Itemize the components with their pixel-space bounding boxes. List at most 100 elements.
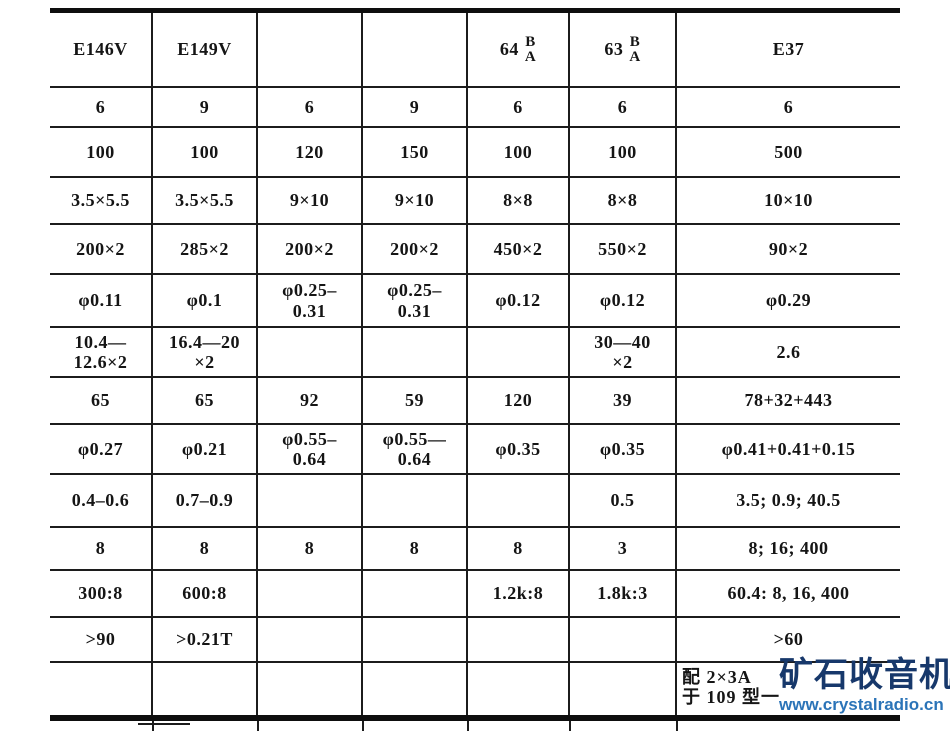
table-cell: >90 (50, 618, 153, 663)
table-cell (258, 475, 363, 528)
table-cell: 65 (153, 378, 258, 425)
table-cell: 6 (258, 88, 363, 128)
table-bottom-stub (362, 721, 364, 731)
table-cell: 8; 16; 400 (677, 528, 900, 571)
table-cell: 8 (363, 528, 468, 571)
table-cell (153, 663, 258, 715)
table-cell: φ0.1 (153, 275, 258, 328)
table-cell: 3.5×5.5 (50, 178, 153, 225)
stack-line: B (525, 34, 536, 51)
table-cell: 6 (50, 88, 153, 128)
table-cell: φ0.55– 0.64 (258, 425, 363, 475)
table-cell: 39 (570, 378, 677, 425)
table-cell: 285×2 (153, 225, 258, 275)
table-cell: E149V (153, 13, 258, 88)
table-cell: 8 (153, 528, 258, 571)
table-cell: 10.4— 12.6×2 (50, 328, 153, 378)
table-bottom-stub (257, 721, 259, 731)
table-cell: 8 (468, 528, 570, 571)
table-cell: E37 (677, 13, 900, 88)
table-cell: 78+32+443 (677, 378, 900, 425)
table-cell: 600:8 (153, 571, 258, 618)
table-cell: 10×10 (677, 178, 900, 225)
table-cell: 9 (363, 88, 468, 128)
table-cell: 3.5×5.5 (153, 178, 258, 225)
table-cell: E146V (50, 13, 153, 88)
table-bottom-stub (152, 721, 154, 731)
table-cell: 63 B A (570, 13, 677, 88)
bottom-dash-mark (138, 723, 190, 725)
table-cell (258, 571, 363, 618)
table-bottom-stub (676, 721, 678, 731)
table-bottom-stub (569, 721, 571, 731)
table-cell (363, 571, 468, 618)
table-cell (258, 13, 363, 88)
table-cell: 60.4: 8, 16, 400 (677, 571, 900, 618)
table-cell: φ0.11 (50, 275, 153, 328)
table-cell (363, 618, 468, 663)
table-cell: 6 (677, 88, 900, 128)
table-cell: 300:8 (50, 571, 153, 618)
footnote-cell: 配 2×3A 于 109 型一 (682, 667, 780, 708)
table-cell: φ0.12 (570, 275, 677, 328)
stack-line: B (629, 34, 641, 51)
table-cell: 6 (570, 88, 677, 128)
table-cell: 3 (570, 528, 677, 571)
table-cell: >60 (677, 618, 900, 663)
table-cell (468, 328, 570, 378)
table-cell: 16.4—20 ×2 (153, 328, 258, 378)
table-cell: φ0.12 (468, 275, 570, 328)
table-cell (50, 663, 153, 715)
table-cell: 6 (468, 88, 570, 128)
table-cell: 200×2 (363, 225, 468, 275)
table-cell: 0.5 (570, 475, 677, 528)
stack-line: A (524, 48, 537, 65)
table-cell: 150 (363, 128, 468, 178)
table-cell (468, 475, 570, 528)
table-cell: 3.5; 0.9; 40.5 (677, 475, 900, 528)
table-cell: φ0.25– 0.31 (258, 275, 363, 328)
table-cell: 500 (677, 128, 900, 178)
table-cell: 92 (258, 378, 363, 425)
table-cell: φ0.27 (50, 425, 153, 475)
table-cell (468, 618, 570, 663)
table-cell: 450×2 (468, 225, 570, 275)
table-cell: 100 (468, 128, 570, 178)
table-cell (570, 618, 677, 663)
table-cell (258, 663, 363, 715)
table-cell: 9×10 (363, 178, 468, 225)
table-cell (363, 663, 468, 715)
spec-table: E146V E149V 64 B A 63 B A E37 6 9 6 9 6 6 6 100 100 120 150… (50, 8, 900, 731)
table-cell: 9×10 (258, 178, 363, 225)
table-cell (468, 663, 570, 715)
table-cell: 90×2 (677, 225, 900, 275)
table-cell: 8×8 (570, 178, 677, 225)
table-cell: 200×2 (258, 225, 363, 275)
table-cell: 1.8k:3 (570, 571, 677, 618)
table-cell (363, 13, 468, 88)
table-cell: φ0.55— 0.64 (363, 425, 468, 475)
cell-main-value: 63 (604, 39, 624, 60)
table-cell (258, 618, 363, 663)
table-cell: φ0.29 (677, 275, 900, 328)
table-cell: 550×2 (570, 225, 677, 275)
table-cell: 8×8 (468, 178, 570, 225)
table-cell: 200×2 (50, 225, 153, 275)
table-cell: 1.2k:8 (468, 571, 570, 618)
table-cell: 9 (153, 88, 258, 128)
table-cell (363, 328, 468, 378)
table-cell: 65 (50, 378, 153, 425)
table-cell: φ0.21 (153, 425, 258, 475)
table-cell: 30—40 ×2 (570, 328, 677, 378)
table-cell: 120 (468, 378, 570, 425)
table-cell: 100 (153, 128, 258, 178)
table-cell: φ0.25– 0.31 (363, 275, 468, 328)
table-cell: 8 (258, 528, 363, 571)
table-cell (363, 475, 468, 528)
table-cell: 64 B A (468, 13, 570, 88)
table-cell: 8 (50, 528, 153, 571)
cell-main-value: 64 (499, 39, 519, 60)
